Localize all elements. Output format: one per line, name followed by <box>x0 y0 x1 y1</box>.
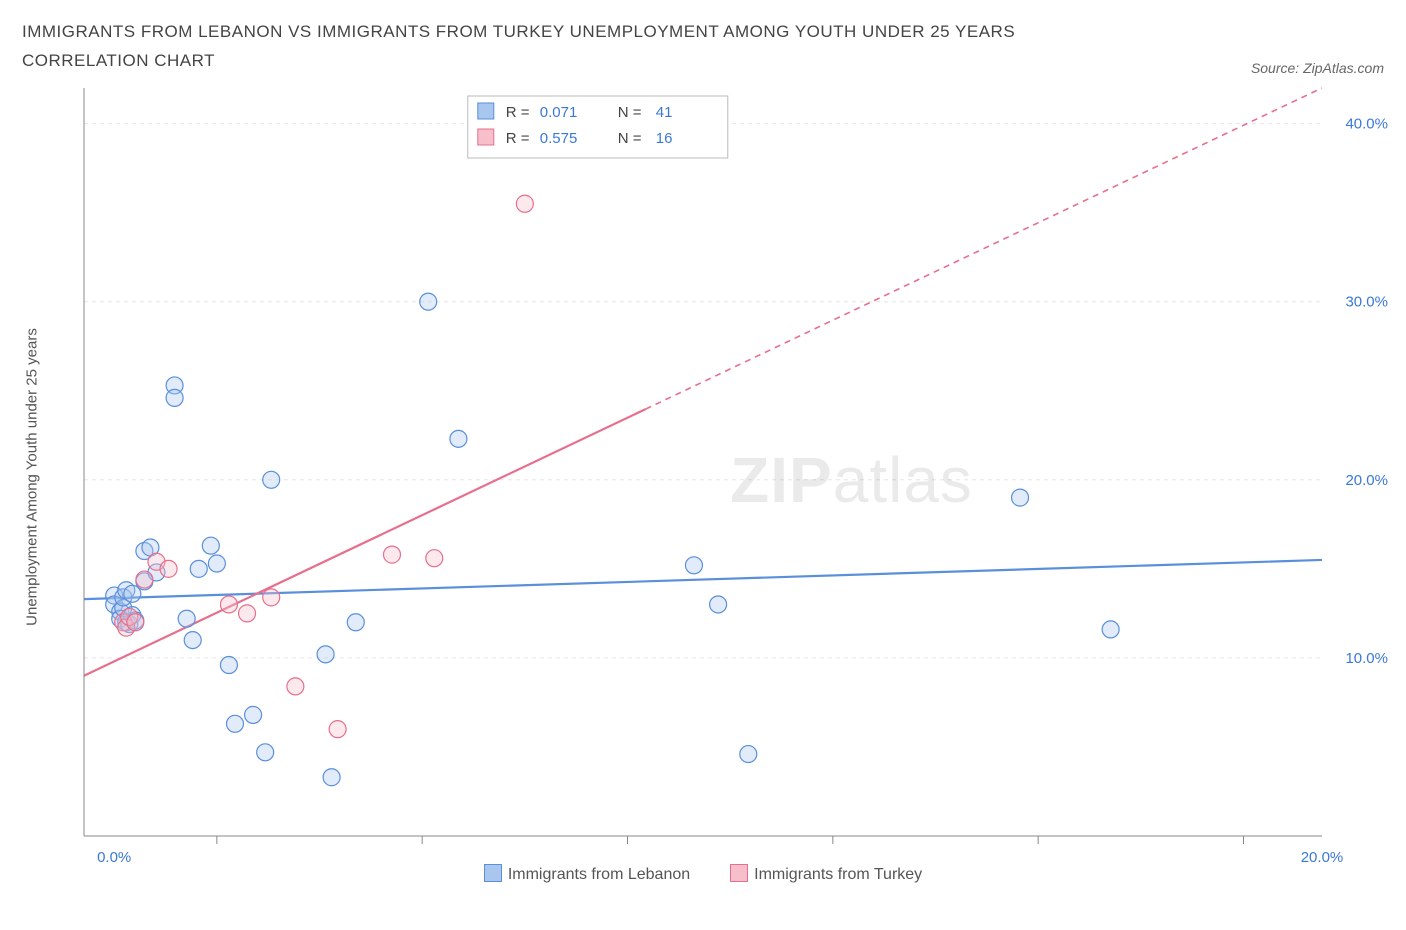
stat-swatch-turkey <box>478 129 494 145</box>
data-point-lebanon <box>323 769 340 786</box>
trend-extrapolation-turkey <box>646 88 1322 409</box>
data-point-lebanon <box>1102 621 1119 638</box>
stat-n-label: N = <box>618 130 642 147</box>
chart-title: IMMIGRANTS FROM LEBANON VS IMMIGRANTS FR… <box>22 18 1142 76</box>
data-point-turkey <box>329 720 346 737</box>
data-point-lebanon <box>450 430 467 447</box>
data-point-turkey <box>220 596 237 613</box>
data-point-lebanon <box>1012 489 1029 506</box>
data-point-lebanon <box>202 537 219 554</box>
y-tick-label: 30.0% <box>1345 293 1388 310</box>
trend-line-turkey <box>84 409 646 676</box>
data-point-lebanon <box>317 646 334 663</box>
y-tick-label: 20.0% <box>1345 472 1388 489</box>
data-point-lebanon <box>220 656 237 673</box>
scatter-plot: ZIPatlas 0.0% 20.0% 10.0% 20.0% 30.0% 40.0% R =… <box>74 82 1394 872</box>
data-point-turkey <box>136 571 153 588</box>
source-attribution: Source: ZipAtlas.com <box>1251 60 1384 76</box>
data-point-turkey <box>383 546 400 563</box>
data-point-lebanon <box>257 744 274 761</box>
data-point-lebanon <box>245 706 262 723</box>
data-point-lebanon <box>347 614 364 631</box>
data-point-lebanon <box>208 555 225 572</box>
data-point-turkey <box>263 589 280 606</box>
y-tick-label: 10.0% <box>1345 650 1388 667</box>
x-tick-label: 20.0% <box>1301 849 1344 866</box>
data-point-turkey <box>160 560 177 577</box>
stat-r-label: R = <box>506 130 530 147</box>
y-axis-title: Unemployment Among Youth under 25 years <box>24 328 41 626</box>
data-point-lebanon <box>166 389 183 406</box>
x-tick-label: 0.0% <box>97 849 131 866</box>
data-point-turkey <box>426 549 443 566</box>
data-point-lebanon <box>685 557 702 574</box>
data-point-lebanon <box>190 560 207 577</box>
data-point-turkey <box>239 605 256 622</box>
data-point-lebanon <box>178 610 195 627</box>
data-point-lebanon <box>263 471 280 488</box>
data-point-lebanon <box>420 293 437 310</box>
stat-n-value-turkey: 16 <box>656 130 673 147</box>
stat-n-label: N = <box>618 104 642 121</box>
stat-r-value-turkey: 0.575 <box>540 130 578 147</box>
data-point-lebanon <box>184 631 201 648</box>
data-point-lebanon <box>740 745 757 762</box>
data-point-lebanon <box>710 596 727 613</box>
watermark: ZIPatlas <box>730 444 973 516</box>
stat-n-value-lebanon: 41 <box>656 104 673 121</box>
stat-swatch-lebanon <box>478 103 494 119</box>
data-point-turkey <box>287 678 304 695</box>
data-point-lebanon <box>226 715 243 732</box>
correlation-stats-box: R = 0.071 N = 41 R = 0.575 N = 16 <box>468 96 728 158</box>
y-tick-label: 40.0% <box>1345 115 1388 132</box>
data-point-turkey <box>516 195 533 212</box>
stat-r-value-lebanon: 0.071 <box>540 104 578 121</box>
stat-r-label: R = <box>506 104 530 121</box>
data-point-turkey <box>127 614 144 631</box>
